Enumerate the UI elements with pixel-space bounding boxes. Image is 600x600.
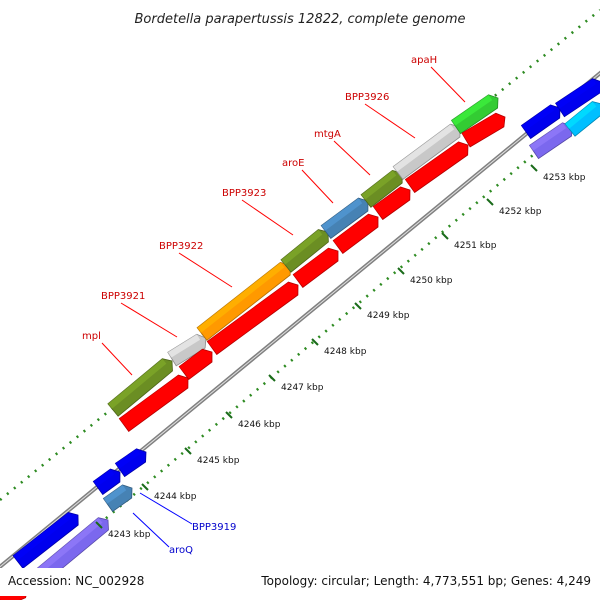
- genome-summary-text: Topology: circular; Length: 4,773,551 bp…: [261, 574, 591, 588]
- gene-mpl: [107, 358, 173, 417]
- gene-bpp3919: [102, 484, 133, 513]
- gene-red-1: [118, 374, 189, 432]
- gene-apah: [450, 94, 499, 135]
- scale-tick: 4246 kbp: [225, 411, 281, 430]
- gene-label-bpp3923: BPP3923: [222, 188, 294, 236]
- svg-text:mpl: mpl: [82, 331, 101, 342]
- gene-red-6: [372, 186, 411, 221]
- gene-label-bpp3926: BPP3926: [345, 92, 416, 139]
- gene-cyan-1: [564, 101, 600, 137]
- footer-bar: Accession: NC_002928 Topology: circular;…: [0, 568, 600, 596]
- scale-tick: 4244 kbp: [141, 483, 197, 502]
- gene-aroe: [320, 197, 369, 239]
- gene-label-aroq: aroQ: [132, 512, 193, 556]
- svg-text:BPP3922: BPP3922: [159, 241, 203, 252]
- gene-bpp3923: [280, 229, 329, 273]
- gene-red-3: [206, 281, 299, 356]
- svg-text:mtgA: mtgA: [314, 129, 341, 140]
- svg-text:aroE: aroE: [282, 158, 304, 169]
- gene-blue-2: [92, 468, 121, 496]
- gene-label-apah: apaH: [411, 55, 466, 103]
- svg-text:BPP3919: BPP3919: [192, 522, 236, 533]
- tick-label: 4244 kbp: [154, 492, 197, 502]
- scale-tick: 4243 kbp: [95, 521, 151, 540]
- scale-tick: 4247 kbp: [268, 374, 324, 393]
- scale-tick: 4253 kbp: [530, 164, 586, 183]
- tick-label: 4252 kbp: [499, 207, 542, 217]
- svg-text:apaH: apaH: [411, 55, 437, 66]
- tick-label: 4243 kbp: [108, 530, 151, 540]
- svg-text:BPP3921: BPP3921: [101, 291, 145, 302]
- tick-label: 4251 kbp: [454, 241, 497, 251]
- gene-blue-5: [520, 104, 561, 140]
- gene-label-mtga: mtgA: [314, 129, 371, 176]
- svg-text:aroQ: aroQ: [169, 545, 193, 556]
- gene-blue-6: [555, 78, 600, 118]
- scale-tick: 4252 kbp: [486, 198, 542, 217]
- gene-blue-3: [12, 511, 79, 569]
- map-title: Bordetella parapertussis 12822, complete…: [135, 12, 466, 27]
- svg-text:BPP3923: BPP3923: [222, 188, 266, 199]
- gene-label-aroe: aroE: [282, 158, 334, 204]
- gene-red-8: [461, 112, 506, 148]
- svg-text:BPP3926: BPP3926: [345, 92, 389, 103]
- backbone-highlight: [0, 72, 600, 568]
- gene-label-bpp3921: BPP3921: [101, 291, 178, 338]
- gene-red-4: [292, 247, 339, 288]
- gene-red-5: [332, 213, 379, 254]
- tick-label: 4248 kbp: [324, 347, 367, 357]
- scale-tick: 4251 kbp: [441, 232, 497, 251]
- gene-blue-1: [114, 448, 147, 478]
- tick-label: 4245 kbp: [197, 456, 240, 466]
- tick-label: 4249 kbp: [367, 311, 410, 321]
- gene-label-bpp3919: BPP3919: [139, 492, 236, 533]
- gene-red-7: [404, 141, 469, 194]
- tick-label: 4253 kbp: [543, 173, 586, 183]
- scale-tick: 4245 kbp: [184, 447, 240, 466]
- tick-label: 4250 kbp: [410, 276, 453, 286]
- gene-red-2: [178, 348, 213, 380]
- scale-tick: 4250 kbp: [397, 267, 453, 286]
- gene-label-bpp3922: BPP3922: [159, 241, 233, 288]
- scale-tick: 4248 kbp: [311, 338, 367, 357]
- gene-label-mpl: mpl: [82, 331, 133, 376]
- tick-label: 4246 kbp: [238, 420, 281, 430]
- tick-label: 4247 kbp: [281, 383, 324, 393]
- scale-tick: 4249 kbp: [354, 302, 410, 321]
- accession-text: Accession: NC_002928: [8, 574, 145, 588]
